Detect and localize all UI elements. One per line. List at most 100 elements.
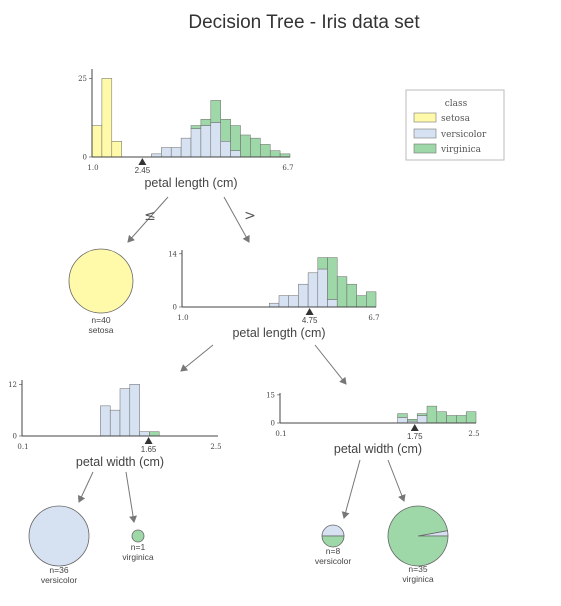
histogram-bar-virginica — [210, 100, 221, 123]
leaf-class: versicolor — [41, 575, 78, 585]
histogram-bar-virginica — [327, 257, 338, 300]
histogram-bar-virginica — [317, 257, 328, 270]
histogram-bar-versicolor — [278, 295, 289, 308]
x-axis-label: petal width (cm) — [76, 455, 164, 469]
y-tick-label: 12 — [8, 381, 17, 389]
histogram-bar-virginica — [416, 413, 428, 416]
histogram-bar-virginica — [230, 125, 241, 151]
edge-node4-right — [387, 459, 406, 502]
histogram-bar-versicolor — [119, 388, 131, 437]
histogram-bar-virginica — [269, 150, 281, 158]
leaf-class: versicolor — [315, 556, 352, 566]
x-axis-label: petal length (cm) — [232, 326, 325, 340]
y-tick-label: 15 — [266, 391, 275, 399]
histogram-bar-versicolor — [230, 150, 241, 158]
histogram-bar-setosa — [101, 78, 113, 158]
histogram-bar-virginica — [220, 119, 231, 142]
histogram-bar-virginica — [366, 291, 377, 308]
histogram-bar-virginica — [465, 411, 477, 424]
legend-swatch-setosa — [413, 112, 437, 123]
edge-node2-right — [314, 344, 347, 385]
legend-label-setosa: setosa — [441, 114, 471, 124]
histogram-bar-versicolor — [109, 409, 121, 437]
split-value-label: 1.65 — [141, 445, 157, 454]
edge-node2-left — [180, 344, 214, 372]
histogram-bar-versicolor — [210, 122, 221, 158]
histogram-bar-versicolor — [200, 125, 212, 158]
leaf-virginica-small-node: n=1 virginica — [122, 529, 154, 562]
leaf-count: n=40 — [91, 315, 110, 325]
split-value-label: 1.75 — [407, 432, 423, 441]
legend-title: class — [445, 99, 468, 109]
histogram-bar-versicolor — [100, 405, 111, 437]
y-tick-label: 0 — [83, 154, 87, 162]
y-tick-label: 0 — [173, 304, 177, 312]
histogram-bar-virginica — [407, 419, 418, 422]
legend-swatch-versicolor — [413, 128, 437, 139]
leaf-count: n=35 — [408, 564, 427, 574]
histogram-bar-versicolor — [161, 147, 172, 158]
x-tick-label: 2.5 — [468, 430, 479, 438]
split-marker — [305, 308, 314, 315]
histogram-bar-virginica — [426, 405, 438, 424]
histogram-bar-versicolor — [220, 141, 231, 158]
edge-label-greater: > — [244, 208, 256, 224]
edge-label-less-equal: ≤ — [144, 208, 156, 224]
y-tick-label: 14 — [168, 250, 177, 258]
histogram-bar-versicolor — [190, 128, 202, 158]
histogram-bar-virginica — [436, 411, 447, 424]
edge-node3-right — [125, 471, 138, 523]
histogram-bar-versicolor — [327, 299, 338, 308]
histogram-bar-versicolor — [416, 415, 428, 424]
y-tick-label: 25 — [78, 75, 87, 83]
histogram-bar-virginica — [260, 144, 271, 158]
leaf-pie — [131, 529, 145, 543]
histogram-bar-virginica — [397, 413, 408, 418]
histogram-bar-versicolor — [307, 272, 319, 308]
pie-slice-virginica — [131, 529, 145, 543]
pie-slice-versicolor — [28, 505, 90, 567]
x-tick-label: 0.1 — [17, 443, 28, 451]
legend: class setosa versicolor virginica — [405, 89, 505, 161]
split-marker — [138, 158, 147, 165]
leaf-class: virginica — [122, 552, 153, 562]
pie-slice-virginica — [387, 505, 449, 567]
x-tick-label: 6.7 — [282, 164, 293, 172]
leaf-versicolor-node: n=36 versicolor — [28, 505, 90, 585]
pie-slice-virginica — [321, 535, 345, 548]
legend-swatch-virginica — [413, 143, 437, 154]
histogram-bar-versicolor — [180, 137, 192, 158]
leaf-pie — [387, 505, 449, 567]
x-tick-label: 0.1 — [275, 430, 286, 438]
leaf-count: n=8 — [326, 546, 341, 556]
histogram-bar-virginica — [149, 431, 160, 437]
leaf-virginica-node: n=35 virginica — [387, 505, 449, 584]
figure-title: Decision Tree - Iris data set — [188, 12, 420, 33]
leaf-class: setosa — [88, 325, 113, 335]
histogram-bar-virginica — [190, 125, 202, 129]
x-axis-label: petal length (cm) — [144, 176, 237, 190]
x-tick-label: 1.0 — [87, 164, 98, 172]
leaf-count: n=1 — [131, 542, 146, 552]
histogram-bar-virginica — [356, 295, 367, 308]
split-value-label: 2.45 — [135, 166, 151, 175]
leaf-pie — [68, 248, 134, 314]
x-tick-label: 2.5 — [210, 443, 221, 451]
histogram-bar-versicolor — [269, 302, 280, 308]
histogram-bar-virginica — [346, 283, 357, 308]
histogram-bar-setosa — [91, 125, 103, 158]
split-marker — [410, 424, 419, 431]
histogram-bar-virginica — [446, 415, 457, 424]
x-tick-label: 6.7 — [368, 314, 379, 322]
histogram-bar-setosa — [111, 141, 122, 158]
leaf-pie — [28, 505, 90, 567]
histogram-bar-virginica — [240, 134, 251, 158]
pie-slice-versicolor — [321, 524, 345, 537]
histogram-bar-versicolor — [397, 417, 408, 424]
histogram-bar-virginica — [200, 119, 212, 126]
histogram-bar-virginica — [250, 137, 261, 158]
edge-node4-left — [341, 459, 361, 519]
